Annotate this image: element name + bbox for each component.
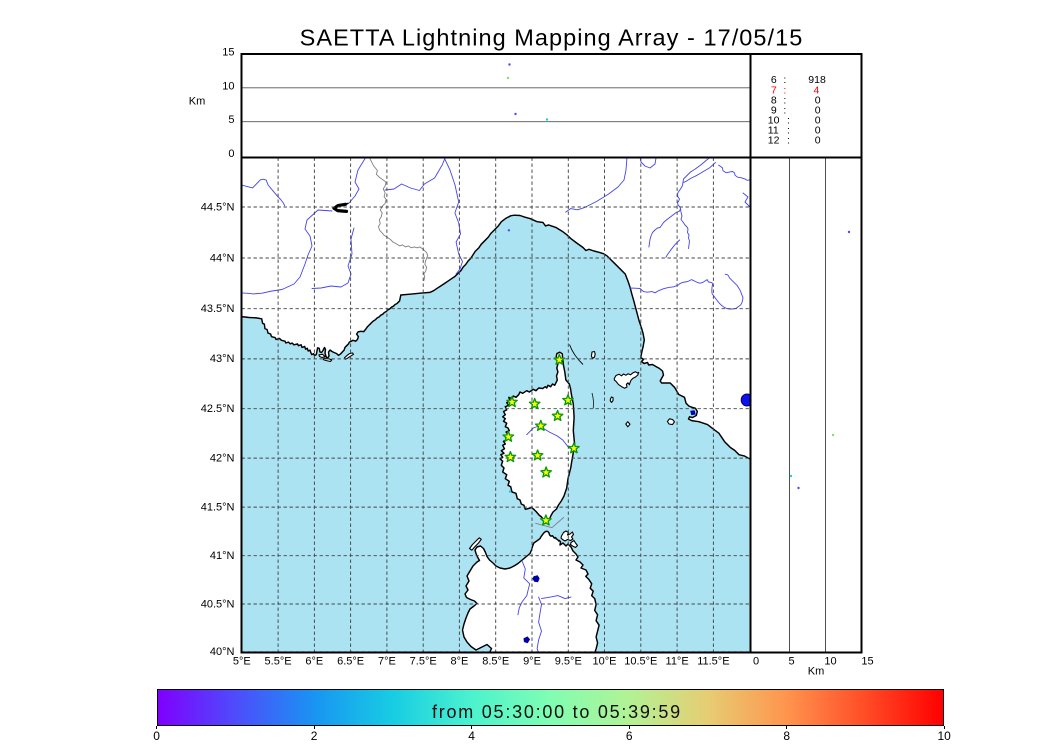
- svg-text::: :: [787, 114, 790, 126]
- svg-text:42°N: 42°N: [210, 452, 235, 464]
- svg-text:Km: Km: [808, 666, 825, 678]
- svg-text::: :: [787, 125, 790, 137]
- svg-text:5°E: 5°E: [233, 656, 251, 668]
- svg-text:44.5°N: 44.5°N: [201, 201, 235, 213]
- svg-text:10: 10: [768, 114, 780, 126]
- svg-text:11.5°E: 11.5°E: [697, 656, 729, 668]
- svg-text:11: 11: [768, 125, 779, 137]
- svg-text:918: 918: [808, 74, 826, 86]
- svg-text:10°E: 10°E: [593, 656, 617, 668]
- svg-text:44°N: 44°N: [210, 252, 235, 264]
- svg-text::: :: [783, 74, 786, 86]
- svg-text:7: 7: [771, 84, 777, 96]
- svg-text:41°N: 41°N: [210, 550, 235, 562]
- svg-text:0: 0: [228, 148, 234, 160]
- svg-text:12: 12: [768, 135, 780, 147]
- svg-text::: :: [787, 135, 790, 147]
- svg-text:8.5°E: 8.5°E: [482, 656, 509, 668]
- svg-text:9.5°E: 9.5°E: [555, 656, 582, 668]
- svg-text:42.5°N: 42.5°N: [201, 403, 235, 415]
- svg-text:10.5°E: 10.5°E: [624, 656, 657, 668]
- svg-text:4: 4: [813, 84, 819, 96]
- svg-text:43.5°N: 43.5°N: [201, 303, 235, 315]
- svg-text:0: 0: [815, 114, 821, 126]
- svg-text::: :: [783, 104, 786, 116]
- svg-text:0: 0: [753, 656, 759, 668]
- svg-text:0: 0: [815, 135, 821, 147]
- svg-text:10: 10: [222, 80, 234, 92]
- svg-text:5.5°E: 5.5°E: [265, 656, 292, 668]
- svg-text:11°E: 11°E: [666, 656, 689, 668]
- svg-text:10: 10: [824, 656, 836, 668]
- svg-text:40.5°N: 40.5°N: [201, 598, 235, 610]
- svg-text:8°E: 8°E: [451, 656, 469, 668]
- svg-text:43°N: 43°N: [210, 353, 235, 365]
- svg-text:5: 5: [228, 114, 234, 126]
- svg-text:6.5°E: 6.5°E: [337, 656, 364, 668]
- svg-text:0: 0: [815, 125, 821, 137]
- svg-text:15: 15: [222, 47, 234, 59]
- svg-text:41.5°N: 41.5°N: [201, 501, 235, 513]
- svg-text:9°E: 9°E: [523, 656, 541, 668]
- svg-text:40°N: 40°N: [210, 646, 235, 658]
- svg-text:9: 9: [771, 104, 777, 116]
- svg-text:0: 0: [815, 104, 821, 116]
- svg-text:7°E: 7°E: [378, 656, 396, 668]
- svg-text:8: 8: [771, 94, 777, 106]
- svg-text:5: 5: [788, 656, 794, 668]
- svg-text:6: 6: [771, 74, 777, 86]
- svg-text:6°E: 6°E: [305, 656, 323, 668]
- svg-text:SAETTA Lightning Mapping Array: SAETTA Lightning Mapping Array - 17/05/1…: [300, 25, 804, 51]
- svg-text:7.5°E: 7.5°E: [410, 656, 437, 668]
- svg-text:15: 15: [861, 656, 873, 668]
- svg-text:Km: Km: [189, 96, 206, 108]
- svg-text::: :: [783, 94, 786, 106]
- svg-text:0: 0: [815, 94, 821, 106]
- svg-text::: :: [783, 84, 786, 96]
